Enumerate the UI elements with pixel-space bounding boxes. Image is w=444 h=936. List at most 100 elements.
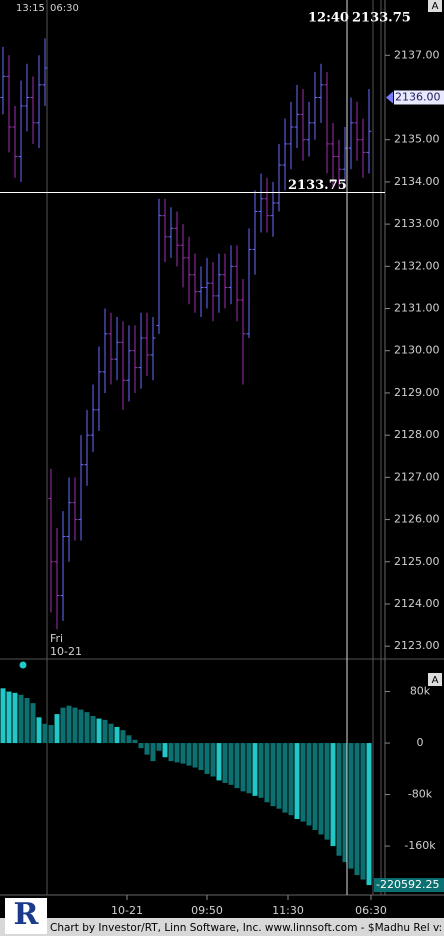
histogram-bar xyxy=(204,743,210,774)
y-tick-label: 2125.00 xyxy=(394,555,440,568)
histogram-bar xyxy=(318,743,324,835)
y-tick-label: 2137.00 xyxy=(394,48,440,61)
histogram-bar xyxy=(12,692,18,744)
histogram-bar xyxy=(276,743,282,809)
histogram-bar xyxy=(84,712,90,744)
y-tick-label: 2131.00 xyxy=(394,302,440,315)
last-value-box xyxy=(374,878,444,893)
y-tick-label: 80k xyxy=(410,685,431,698)
y-tick-label: 2130.00 xyxy=(394,344,440,357)
y-tick-label: -80k xyxy=(408,788,433,801)
axis-mode[interactable]: A xyxy=(432,1,439,12)
x-tick-label: 11:30 xyxy=(272,904,304,917)
footer-text: Chart by Investor/RT, Linn Software, Inc… xyxy=(50,922,444,934)
y-tick-label: 2133.00 xyxy=(394,217,440,230)
histogram-bar xyxy=(252,743,258,796)
session-day: Fri xyxy=(50,632,63,645)
x-tick-label: 10-21 xyxy=(111,904,143,917)
x-tick-label: 06:30 xyxy=(355,904,387,917)
histogram-bar xyxy=(162,743,168,758)
histogram-bar xyxy=(18,694,24,744)
histogram-bar xyxy=(36,717,42,744)
histogram-bar xyxy=(114,726,120,744)
footer-bar xyxy=(0,918,444,936)
axis-mode-box[interactable] xyxy=(428,0,442,12)
y-tick-label: 2128.00 xyxy=(394,428,440,441)
histogram-bar xyxy=(150,743,156,762)
y-tick-label: 0 xyxy=(417,736,424,749)
histogram-bar xyxy=(366,743,372,886)
indicator-dot[interactable] xyxy=(19,661,27,669)
histogram-bar xyxy=(282,743,288,813)
last-price-label: 2136.00 xyxy=(395,90,441,103)
x-tick-label: 09:50 xyxy=(191,904,223,917)
histogram-bar xyxy=(222,743,228,783)
crosshair-label: 2133.75 xyxy=(288,178,347,193)
histogram-bar xyxy=(144,743,150,755)
session-date: 10-21 xyxy=(50,645,82,658)
histogram-bar xyxy=(246,743,252,794)
histogram-bar xyxy=(336,743,342,856)
svg-text:R: R xyxy=(14,897,40,932)
y-tick-label: 2134.00 xyxy=(394,175,440,188)
histogram-bar xyxy=(240,743,246,792)
histogram-bar xyxy=(102,719,108,744)
histogram-bar xyxy=(30,703,36,744)
crosshair-time: 12:40 xyxy=(308,11,349,26)
y-tick-label: -160k xyxy=(404,839,436,852)
y-tick-label: 2126.00 xyxy=(394,513,440,526)
y-tick-label: 2129.00 xyxy=(394,386,440,399)
histogram-bar xyxy=(54,714,60,744)
histogram-bar xyxy=(90,716,96,744)
y-tick-label: 2123.00 xyxy=(394,639,440,652)
histogram-bar xyxy=(234,743,240,789)
histogram-bar xyxy=(354,743,360,876)
axis-mode[interactable]: A xyxy=(432,675,439,686)
histogram-bar xyxy=(342,743,348,863)
histogram-bar xyxy=(156,743,162,751)
histogram-bar xyxy=(132,739,138,744)
histogram-bar xyxy=(210,743,216,777)
histogram-bar xyxy=(258,743,264,798)
last-price-box xyxy=(394,90,444,105)
crosshair-price: 2133.75 xyxy=(352,11,411,26)
histogram-bar xyxy=(324,743,330,840)
last-value-label: -220592.25 xyxy=(376,878,439,891)
histogram-bar xyxy=(198,743,204,771)
histogram-bar xyxy=(264,743,270,803)
histogram-bar xyxy=(180,743,186,764)
histogram-bar xyxy=(138,743,144,749)
histogram-bar xyxy=(270,743,276,807)
histogram-bar xyxy=(294,743,300,820)
y-tick-label: 2127.00 xyxy=(394,470,440,483)
last-price-pointer xyxy=(386,91,393,104)
histogram-bar xyxy=(0,688,6,744)
histogram-bar xyxy=(186,743,192,766)
header-time: 13:15 xyxy=(16,3,45,14)
histogram-bar xyxy=(192,743,198,768)
histogram-bar xyxy=(42,723,48,744)
histogram-bar xyxy=(6,691,12,744)
histogram-bar xyxy=(360,743,366,880)
axis-mode-box[interactable] xyxy=(428,673,442,686)
histogram-bar xyxy=(108,723,114,744)
histogram-bar xyxy=(168,743,174,762)
logo: R xyxy=(5,897,47,934)
histogram-bar xyxy=(120,730,126,744)
histogram-bar xyxy=(330,743,336,847)
histogram-bar xyxy=(300,743,306,822)
histogram-bar xyxy=(48,725,54,744)
histogram-bar xyxy=(306,743,312,826)
histogram-bar xyxy=(72,707,78,744)
histogram-bar xyxy=(60,707,66,744)
histogram-bar xyxy=(78,709,84,744)
y-tick-label: 2132.00 xyxy=(394,259,440,272)
histogram-bar xyxy=(288,743,294,816)
y-tick-label: 2135.00 xyxy=(394,133,440,146)
histogram-bar xyxy=(174,743,180,763)
histogram-bar xyxy=(126,735,132,744)
header-time: 06:30 xyxy=(50,3,79,14)
